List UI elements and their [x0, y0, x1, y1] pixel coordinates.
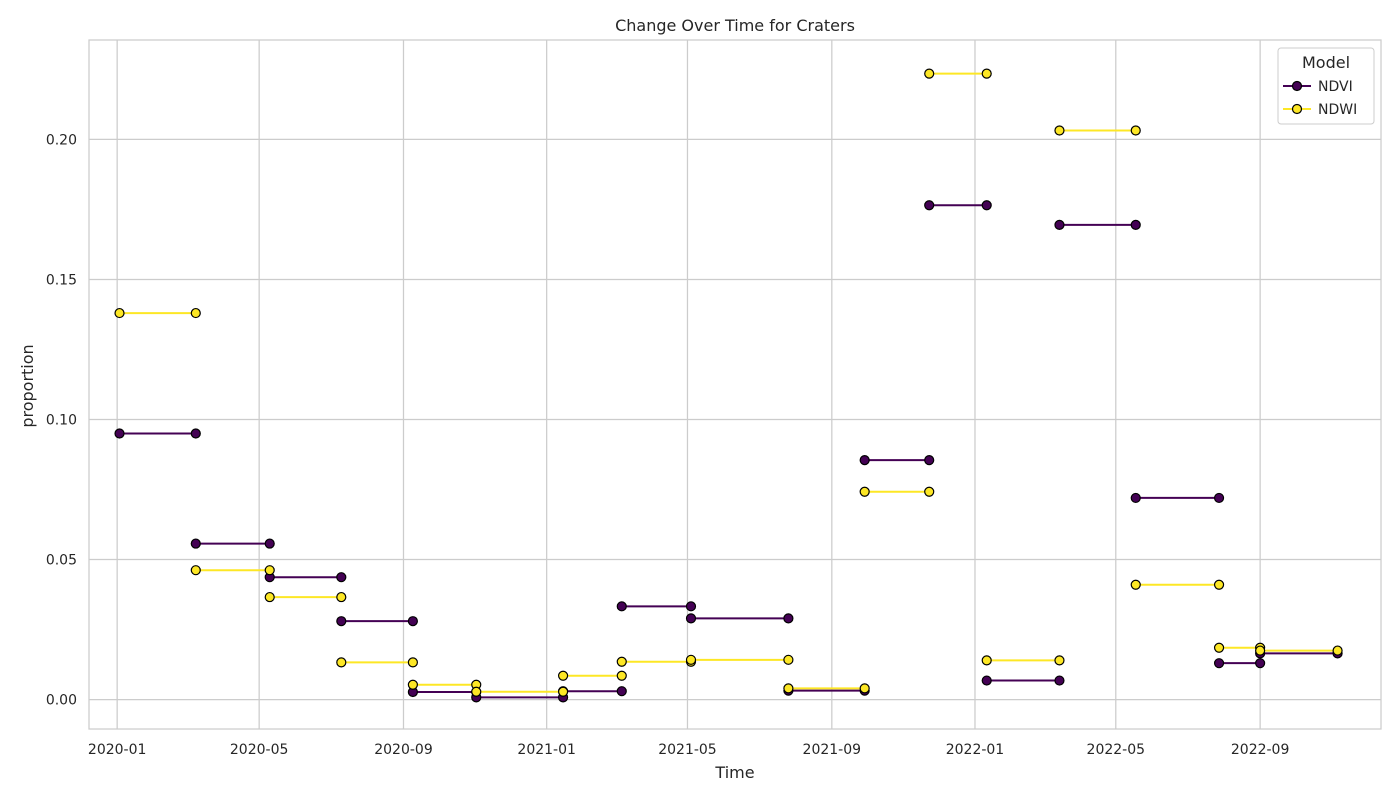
series-ndwi — [114, 68, 1343, 697]
x-tick-label: 2021-09 — [803, 742, 862, 758]
series-ndwi-point — [1130, 125, 1141, 136]
series-ndwi-point — [859, 486, 870, 497]
legend-ndvi-swatch-marker — [1291, 80, 1303, 92]
series-ndwi-point — [1255, 645, 1266, 656]
series-ndvi-point — [190, 538, 201, 549]
series-ndwi-point — [190, 307, 201, 319]
series-ndwi-point — [557, 670, 569, 681]
y-tick-label: 0.00 — [46, 693, 77, 709]
series-ndwi-point — [407, 657, 418, 668]
series-ndvi-point — [685, 613, 697, 624]
series-ndwi-point — [471, 686, 482, 697]
series-ndwi-point — [1130, 579, 1141, 590]
x-tick-label: 2020-09 — [374, 742, 433, 758]
series-ndwi-point — [114, 307, 125, 319]
series-ndwi-point — [1332, 645, 1343, 656]
chart-title: Change Over Time for Craters — [615, 16, 855, 35]
series-ndvi-point — [1213, 658, 1225, 669]
series-ndwi-point — [924, 486, 935, 497]
legend-title: Model — [1302, 53, 1350, 72]
tick-layer: 2020-01 2020-05 2020-09 2021-01 2021-05 2021-… — [46, 132, 1290, 758]
series-ndwi-point — [616, 656, 627, 667]
series-ndvi-point — [336, 572, 347, 583]
series-ndwi-point — [407, 679, 418, 690]
series-ndwi-point — [336, 591, 347, 603]
series-ndvi-point — [190, 428, 201, 439]
series-ndvi-point — [924, 200, 935, 211]
series-ndvi-point — [264, 538, 275, 549]
series-ndwi-point — [264, 591, 275, 603]
series-ndwi-point — [264, 565, 275, 576]
x-tick-label: 2020-01 — [88, 742, 147, 758]
legend-items: NDVI NDWI — [1283, 79, 1357, 118]
series-ndwi-point — [336, 657, 347, 668]
series-ndvi-point — [1213, 492, 1225, 504]
series-ndvi-point — [1130, 219, 1141, 230]
x-axis-label: Time — [714, 763, 754, 782]
series-layer — [114, 68, 1343, 703]
plot-area — [88, 39, 1382, 730]
legend-ndvi-label: NDVI — [1318, 79, 1353, 95]
series-ndwi-point — [924, 68, 935, 79]
series-ndvi-point — [616, 686, 627, 697]
series-ndwi-point — [783, 683, 794, 694]
series-ndvi-point — [981, 675, 992, 686]
series-ndwi-point — [783, 654, 794, 665]
y-tick-label: 0.05 — [46, 553, 77, 569]
series-ndwi-point — [616, 670, 627, 681]
series-ndvi-point — [1255, 658, 1266, 669]
grid-layer — [89, 40, 1381, 729]
x-tick-label: 2020-05 — [230, 742, 289, 758]
series-ndwi-point — [1213, 642, 1225, 653]
x-tick-label: 2022-09 — [1231, 742, 1290, 758]
y-tick-label: 0.10 — [46, 413, 77, 429]
x-tick-label: 2022-05 — [1087, 742, 1146, 758]
series-ndvi-point — [336, 616, 347, 627]
series-ndvi-point — [1054, 675, 1065, 686]
series-ndvi-point — [616, 601, 627, 612]
y-tick-label: 0.20 — [46, 132, 77, 148]
legend-ndwi-label: NDWI — [1318, 102, 1357, 118]
series-ndwi-point — [685, 654, 697, 665]
series-ndvi-point — [859, 455, 870, 466]
series-ndvi-point — [981, 200, 992, 211]
series-ndwi-point — [190, 565, 201, 576]
x-tick-label: 2021-01 — [517, 742, 576, 758]
series-ndwi-point — [981, 655, 992, 666]
series-ndvi-point — [1054, 219, 1065, 230]
series-ndwi-point — [1054, 655, 1065, 666]
series-ndvi-point — [783, 613, 794, 624]
series-ndvi-point — [924, 455, 935, 466]
legend-box — [1277, 47, 1375, 125]
series-ndwi-point — [557, 686, 569, 697]
legend: Model NDVI NDWI — [1277, 47, 1375, 125]
legend-ndwi-swatch-marker — [1291, 103, 1303, 115]
x-tick-label: 2022-01 — [946, 742, 1005, 758]
x-tick-label: 2021-05 — [658, 742, 717, 758]
y-tick-label: 0.15 — [46, 272, 77, 288]
series-ndwi-point — [1213, 579, 1225, 590]
y-axis-label: proportion — [18, 344, 37, 427]
series-ndwi-point — [859, 683, 870, 694]
series-ndwi-point — [1054, 125, 1065, 136]
series-ndvi-point — [685, 601, 697, 612]
series-ndvi-point — [1130, 492, 1141, 504]
series-ndvi-point — [407, 616, 418, 627]
series-ndvi-point — [114, 428, 125, 439]
series-ndwi-point — [981, 68, 992, 79]
series-ndvi — [114, 200, 1343, 703]
